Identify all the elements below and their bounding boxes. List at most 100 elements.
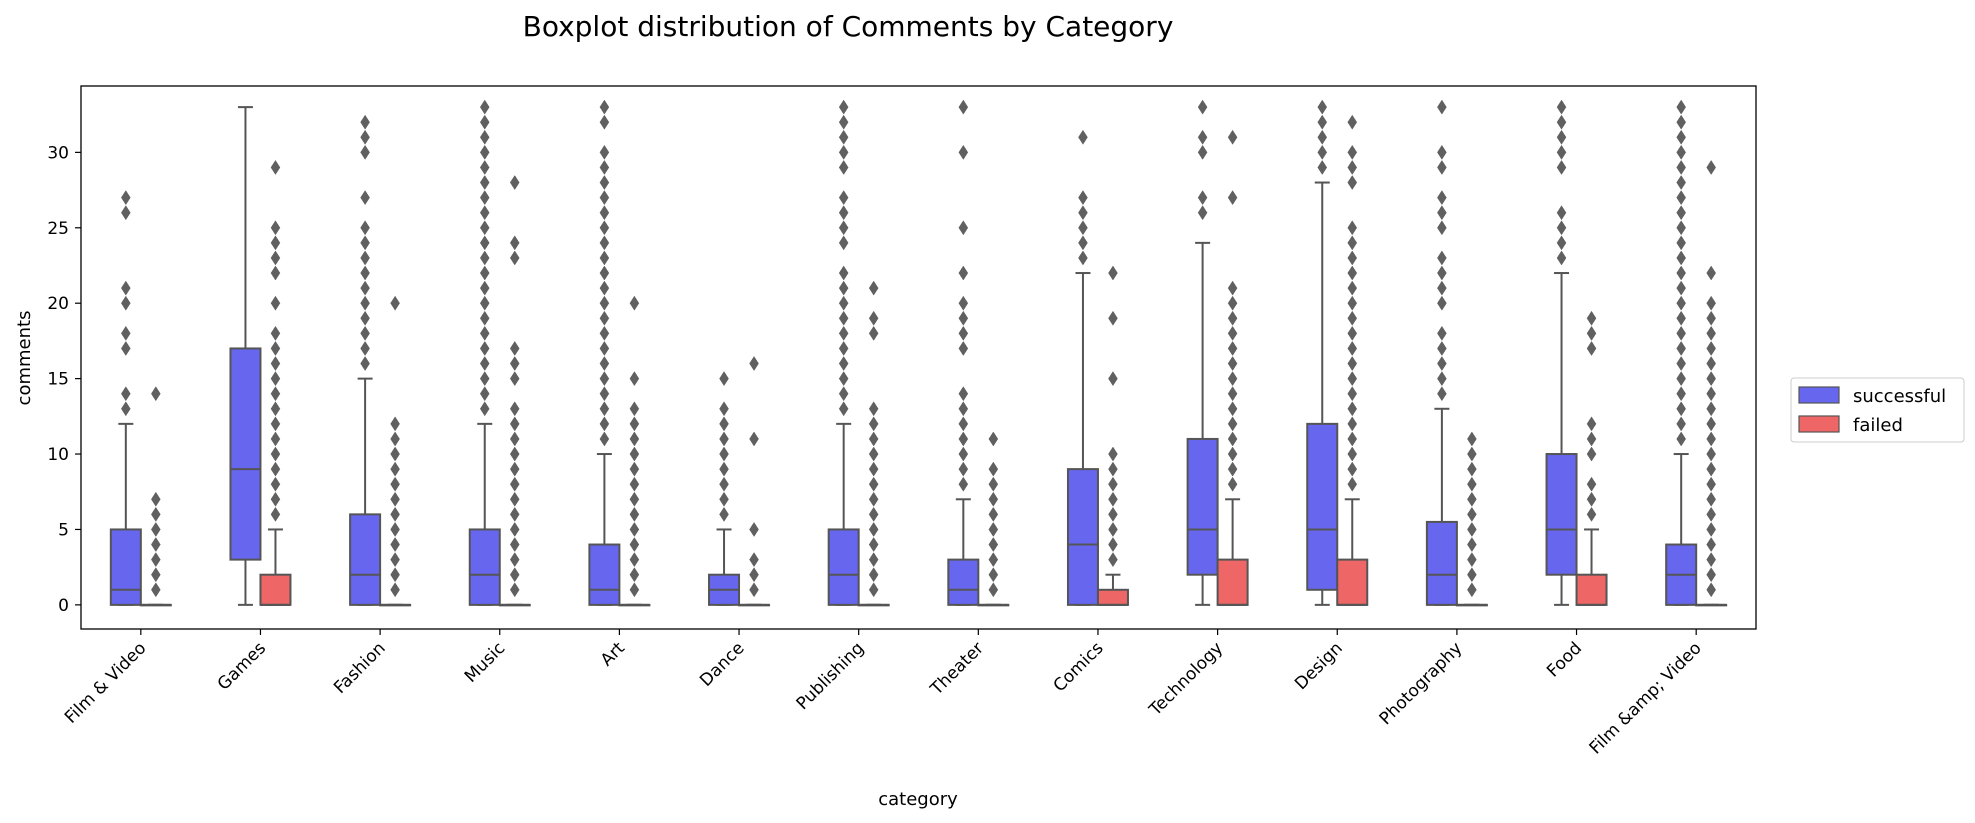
outlier-point [360, 129, 370, 145]
outlier-point [958, 446, 969, 462]
outlier-point [1706, 159, 1716, 175]
outlier-point [390, 431, 400, 447]
outlier-point [270, 491, 281, 507]
outlier-point [1437, 190, 1447, 206]
box-successful [708, 371, 741, 606]
outlier-point [151, 506, 161, 522]
outlier-point [629, 521, 640, 537]
outlier-point [1706, 446, 1716, 462]
outlier-point [1108, 265, 1118, 281]
outlier-point [1467, 537, 1477, 552]
outlier-point [151, 386, 161, 402]
outlier-point [360, 235, 370, 251]
outlier-point [1556, 220, 1567, 236]
outlier-point [1467, 506, 1477, 522]
outlier-point [1437, 325, 1447, 341]
x-tick-label: Fashion [330, 638, 390, 698]
outlier-point [360, 310, 370, 326]
outlier-point [479, 114, 490, 130]
outlier-point [509, 250, 520, 266]
outlier-point [629, 567, 640, 583]
y-tick-label: 20 [47, 294, 69, 314]
outlier-point [1227, 280, 1238, 296]
outlier-point [360, 144, 370, 160]
outlier-point [360, 114, 370, 130]
outlier-point [1706, 582, 1716, 598]
outlier-point [1227, 325, 1238, 341]
box-body [1425, 520, 1458, 606]
outlier-point [270, 295, 281, 311]
outlier-point [1108, 371, 1118, 387]
outlier-point [1676, 325, 1686, 341]
outlier-point [121, 401, 131, 417]
outlier-point [599, 99, 610, 115]
outlier-point [1317, 144, 1328, 160]
outlier-point [1586, 310, 1597, 326]
outlier-point [1197, 144, 1208, 160]
outlier-point [509, 401, 520, 417]
outlier-point [479, 280, 490, 296]
outlier-point [1556, 144, 1567, 160]
x-tick-label: Dance [696, 638, 748, 690]
box-failed [1455, 431, 1488, 607]
outlier-point [151, 537, 161, 552]
outlier-point [868, 491, 879, 507]
outlier-point [988, 521, 999, 537]
outlier-point [1676, 129, 1686, 145]
outlier-point [838, 401, 849, 417]
outlier-point [1227, 190, 1238, 206]
outlier-point [390, 552, 400, 568]
outlier-point [1227, 386, 1238, 402]
box-body [827, 528, 860, 606]
outlier-point [1227, 401, 1238, 417]
outlier-point [988, 461, 999, 477]
x-tick-label: Film & Video [61, 638, 150, 727]
outlier-point [838, 159, 849, 175]
outlier-point [719, 476, 729, 492]
outlier-point [1676, 159, 1686, 175]
outlier-point [509, 461, 520, 477]
outlier-point [868, 582, 879, 598]
outlier-point [1467, 552, 1477, 568]
outlier-point [749, 582, 759, 598]
outlier-point [121, 205, 131, 221]
outlier-point [1108, 446, 1118, 462]
outlier-point [390, 491, 400, 507]
outlier-point [1706, 265, 1716, 281]
outlier-point [479, 386, 490, 402]
outlier-point [1437, 295, 1447, 311]
outlier-point [479, 159, 490, 175]
outlier-point [958, 144, 969, 160]
outlier-point [868, 431, 879, 447]
outlier-point [868, 506, 879, 522]
box-successful [947, 99, 980, 606]
outlier-point [1676, 280, 1686, 296]
outlier-point [749, 521, 759, 537]
outlier-point [1676, 220, 1686, 236]
legend-label-successful: successful [1853, 386, 1946, 407]
box-failed [618, 295, 651, 607]
outlier-point [838, 371, 849, 387]
box-successful [1306, 99, 1339, 606]
outlier-point [749, 431, 759, 447]
outlier-point [1437, 386, 1447, 402]
outlier-point [270, 506, 281, 522]
box-body [259, 573, 292, 606]
outlier-point [360, 265, 370, 281]
outlier-point [838, 99, 849, 115]
outlier-point [838, 220, 849, 236]
outlier-point [988, 537, 999, 552]
outlier-point [629, 371, 640, 387]
outlier-point [988, 552, 999, 568]
box-successful [229, 106, 262, 606]
outlier-point [1706, 386, 1716, 402]
outlier-point [1586, 506, 1597, 522]
outlier-point [1197, 129, 1208, 145]
box-successful [1425, 99, 1458, 606]
outlier-point [1676, 175, 1686, 190]
box-failed [1216, 129, 1249, 606]
outlier-point [838, 265, 849, 281]
outlier-point [1078, 250, 1088, 266]
outlier-point [838, 295, 849, 311]
outlier-point [1078, 235, 1088, 251]
